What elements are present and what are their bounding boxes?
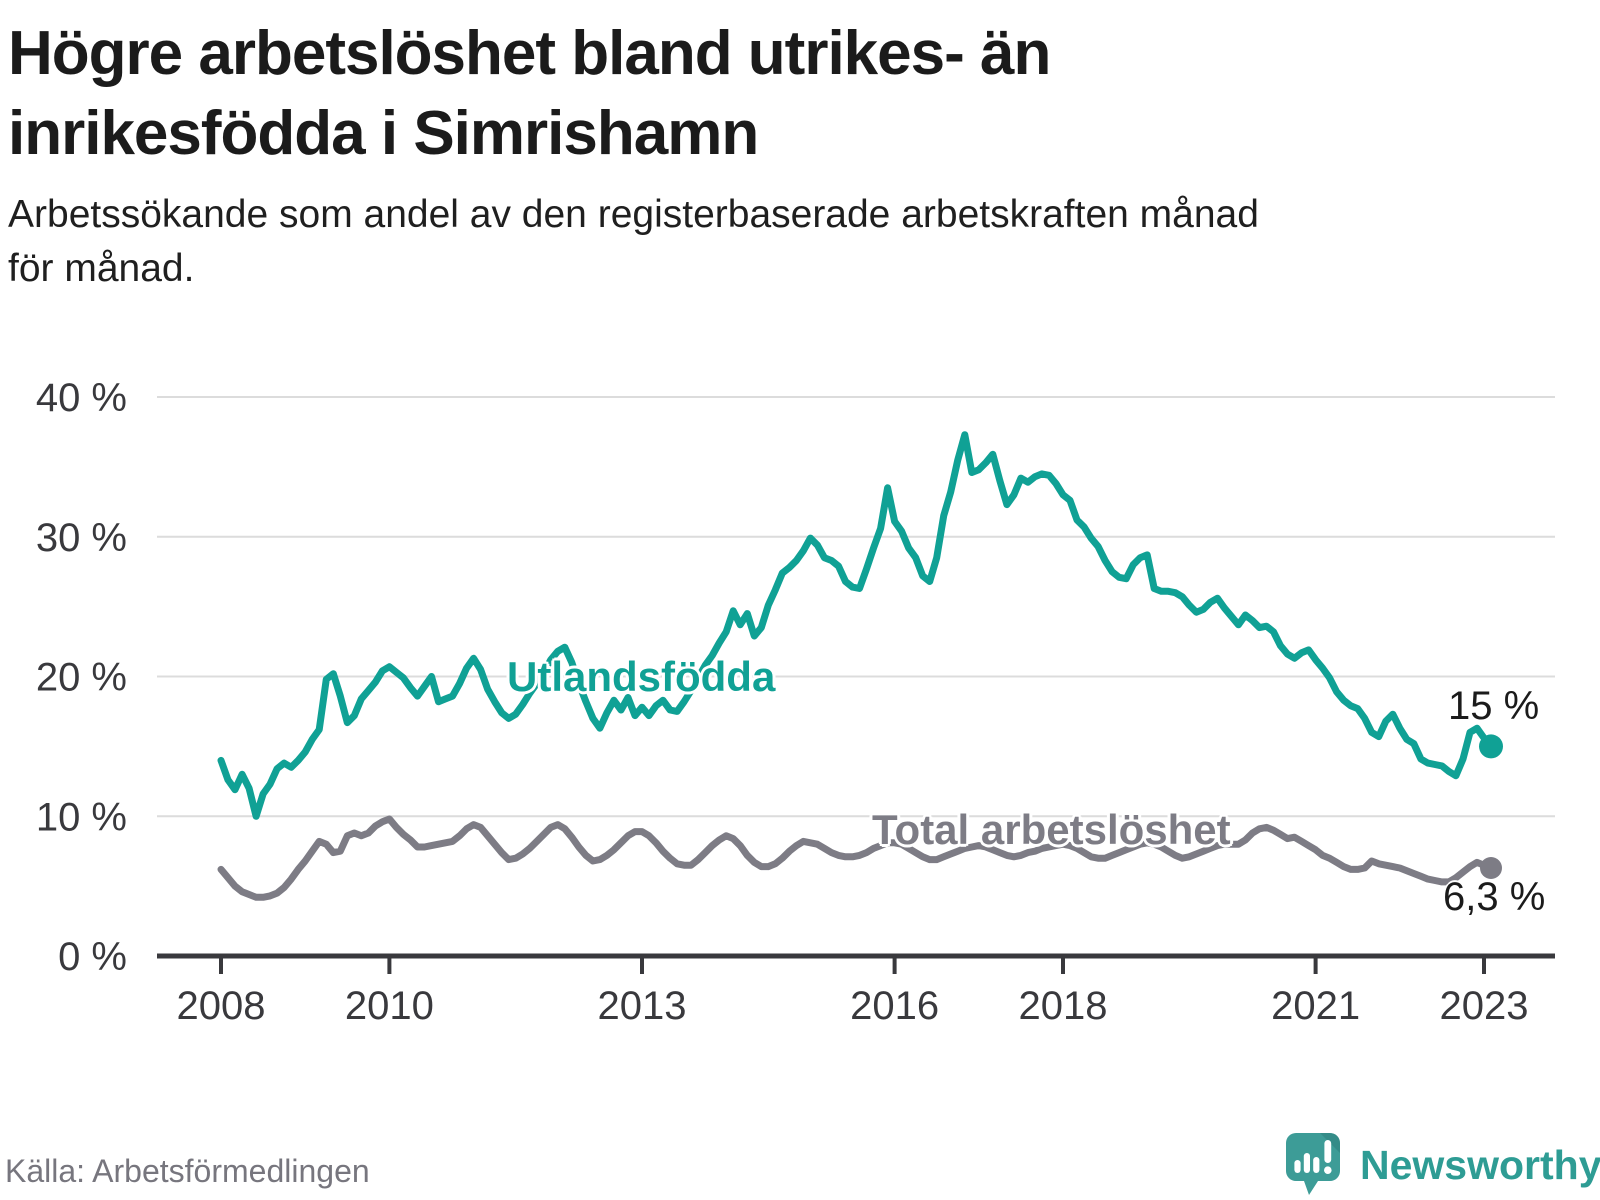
x-axis-label-2021: 2021 — [1271, 984, 1360, 1028]
y-axis-label-30: 30 % — [36, 516, 127, 560]
x-axis-label-2013: 2013 — [598, 984, 687, 1028]
y-axis-label-20: 20 % — [36, 656, 127, 700]
end-value-label-utlandsfodda: 15 % — [1448, 684, 1540, 728]
page-title: Högre arbetslöshet bland utrikes- än inr… — [8, 14, 1568, 174]
x-axis-label-2010: 2010 — [345, 984, 434, 1028]
newsworthy-bubble-icon — [1286, 1133, 1340, 1195]
source-note: Källa: Arbetsförmedlingen — [5, 1153, 370, 1189]
series-line-total — [217, 815, 1495, 901]
series-label-total-arbetsloshet: Total arbetslöshet — [872, 806, 1231, 853]
series-line-utlandsfodda — [217, 431, 1495, 820]
y-axis-label-40: 40 % — [36, 376, 127, 420]
series-end-dot-total — [1480, 857, 1502, 879]
end-value-label-total: 6,3 % — [1443, 875, 1546, 919]
series-label-utlandsfodda: Utlandsfödda — [507, 653, 776, 700]
chart-subtitle: Arbetssökande som andel av den registerb… — [8, 188, 1568, 296]
subtitle-line-1: Arbetssökande som andel av den registerb… — [8, 193, 1259, 236]
title-line-1: Högre arbetslöshet bland utrikes- än — [8, 19, 1051, 88]
y-axis-label-0: 0 % — [58, 935, 127, 979]
x-axis-label-2023: 2023 — [1440, 984, 1529, 1028]
newsworthy-logo: Newsworthy — [1286, 1133, 1600, 1197]
series-end-dot-utlandsfodda — [1479, 734, 1503, 759]
x-axis-label-2018: 2018 — [1019, 984, 1108, 1028]
x-axis-label-2016: 2016 — [850, 984, 939, 1028]
y-axis-label-10: 10 % — [36, 795, 127, 839]
title-line-2: inrikesfödda i Simrishamn — [8, 99, 759, 168]
newsworthy-wordmark: Newsworthy — [1360, 1141, 1600, 1188]
subtitle-line-2: för månad. — [8, 247, 195, 290]
x-axis-label-2008: 2008 — [177, 984, 266, 1028]
